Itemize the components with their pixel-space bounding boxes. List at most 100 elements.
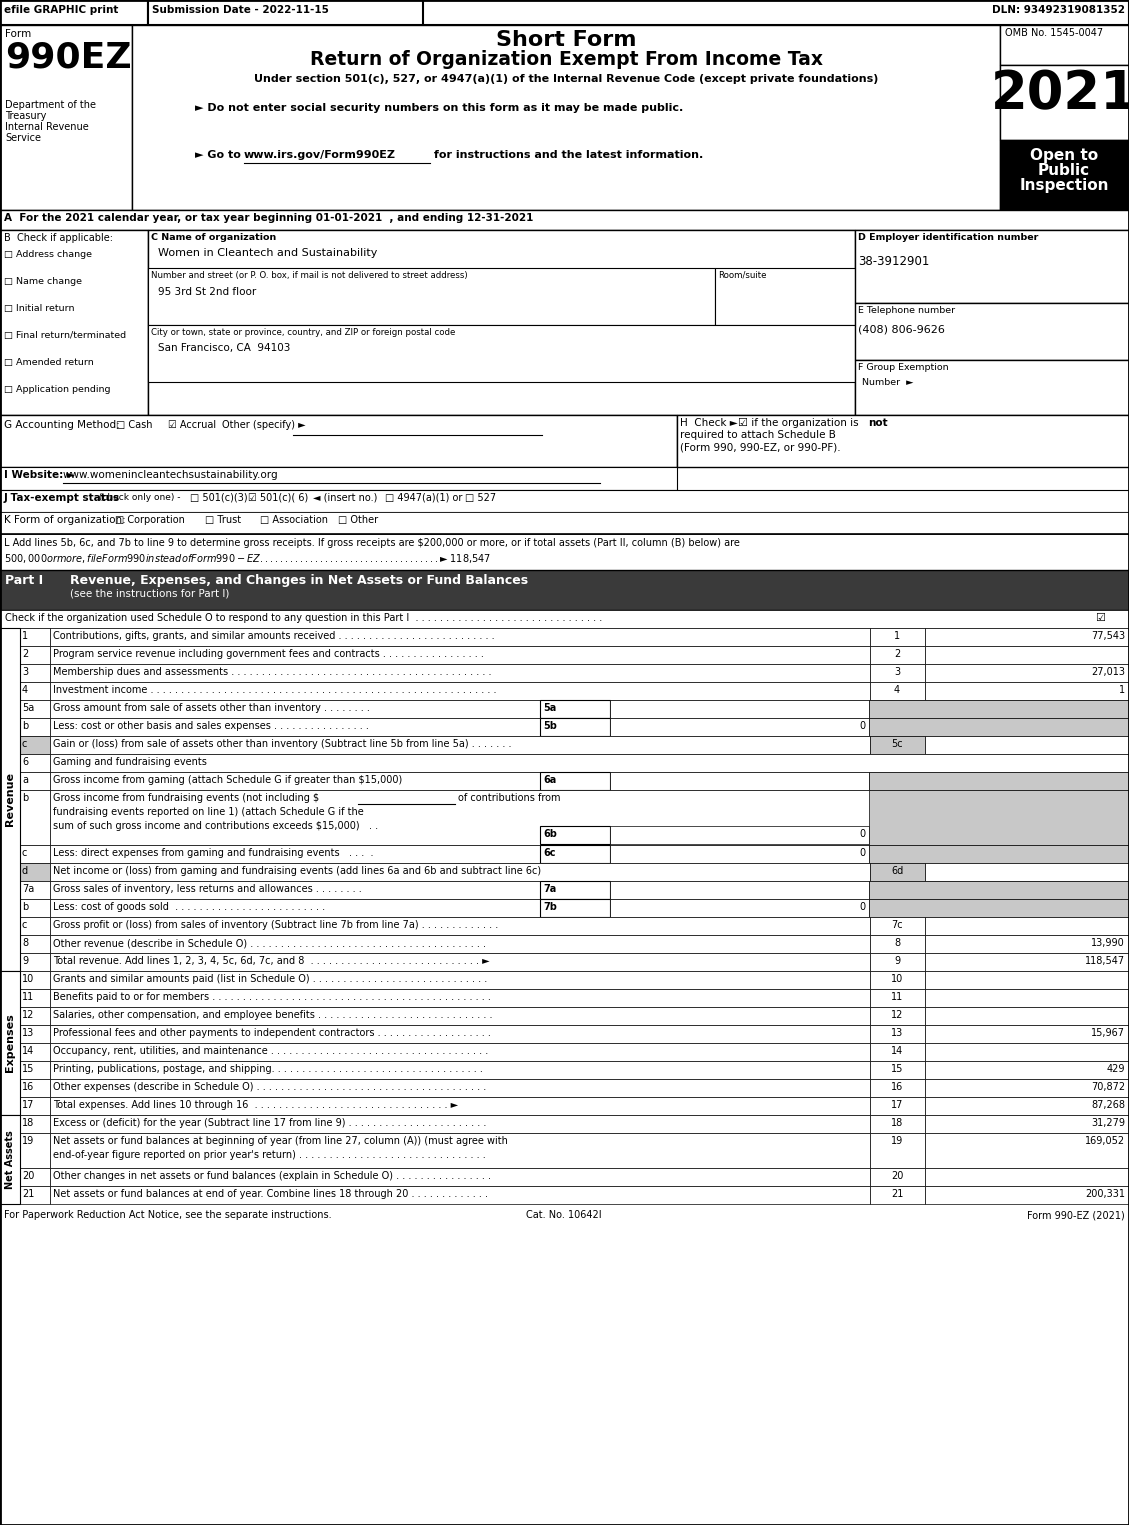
Text: Department of the: Department of the <box>5 101 96 110</box>
Text: $500,000 or more, file Form 990 instead of Form 990-EZ . . . . . . . . . . . . .: $500,000 or more, file Form 990 instead … <box>5 552 491 564</box>
Bar <box>870 863 925 881</box>
Text: if the organization is: if the organization is <box>749 418 861 429</box>
Text: ► Go to: ► Go to <box>195 149 245 160</box>
Bar <box>870 1096 925 1115</box>
Bar <box>20 917 50 935</box>
Text: Other expenses (describe in Schedule O) . . . . . . . . . . . . . . . . . . . . : Other expenses (describe in Schedule O) … <box>53 1083 487 1092</box>
Text: Less: cost of goods sold  . . . . . . . . . . . . . . . . . . . . . . . . .: Less: cost of goods sold . . . . . . . .… <box>53 901 325 912</box>
Bar <box>869 845 1129 863</box>
Text: ☑ 501(c)( 6): ☑ 501(c)( 6) <box>248 493 308 503</box>
Bar <box>50 971 870 990</box>
Bar <box>0 490 1129 512</box>
Text: 7a: 7a <box>543 884 557 894</box>
Text: Gross income from gaming (attach Schedule G if greater than $15,000): Gross income from gaming (attach Schedul… <box>53 775 402 785</box>
Bar <box>869 718 1129 737</box>
Text: 19: 19 <box>891 1136 903 1145</box>
Bar <box>50 935 870 953</box>
Text: B  Check if applicable:: B Check if applicable: <box>5 233 113 242</box>
Bar <box>50 647 870 663</box>
Bar <box>0 570 1129 610</box>
Text: Gross amount from sale of assets other than inventory . . . . . . . .: Gross amount from sale of assets other t… <box>53 703 370 714</box>
Text: 12: 12 <box>891 1010 903 1020</box>
Bar <box>148 268 715 325</box>
Text: DLN: 93492319081352: DLN: 93492319081352 <box>992 5 1124 15</box>
Bar <box>20 647 50 663</box>
Bar <box>20 753 50 772</box>
Bar <box>870 1080 925 1096</box>
Text: 17: 17 <box>21 1100 34 1110</box>
Text: Short Form: Short Form <box>496 30 637 50</box>
Text: G Accounting Method:: G Accounting Method: <box>5 419 120 430</box>
Text: 13: 13 <box>891 1028 903 1039</box>
Text: □ Name change: □ Name change <box>5 278 82 287</box>
Bar <box>1000 140 1129 210</box>
Text: Part I: Part I <box>5 573 43 587</box>
Text: Inspection: Inspection <box>1019 178 1109 194</box>
Bar <box>50 737 870 753</box>
Bar <box>855 230 1129 303</box>
Bar <box>0 512 1129 534</box>
Text: Program service revenue including government fees and contracts . . . . . . . . : Program service revenue including govern… <box>53 650 484 659</box>
Text: 2021: 2021 <box>990 69 1129 120</box>
Bar <box>925 990 1129 1006</box>
Bar <box>50 1115 870 1133</box>
Text: City or town, state or province, country, and ZIP or foreign postal code: City or town, state or province, country… <box>151 328 455 337</box>
Text: Open to: Open to <box>1030 148 1099 163</box>
Text: 18: 18 <box>891 1118 903 1128</box>
Text: E Telephone number: E Telephone number <box>858 307 955 316</box>
Bar <box>50 772 540 790</box>
Text: □ Address change: □ Address change <box>5 250 91 259</box>
Text: F Group Exemption: F Group Exemption <box>858 363 948 372</box>
Bar <box>925 1006 1129 1025</box>
Text: J Tax-exempt status: J Tax-exempt status <box>5 493 121 503</box>
Bar <box>870 935 925 953</box>
Bar <box>540 772 610 790</box>
Text: 12: 12 <box>21 1010 34 1020</box>
Bar <box>50 1186 870 1205</box>
Text: 17: 17 <box>891 1100 903 1110</box>
Text: Form 990-EZ (2021): Form 990-EZ (2021) <box>1027 1209 1124 1220</box>
Text: www.irs.gov/Form990EZ: www.irs.gov/Form990EZ <box>244 149 396 160</box>
Bar <box>869 790 1129 845</box>
Text: efile GRAPHIC print: efile GRAPHIC print <box>5 5 119 15</box>
Bar <box>20 628 50 647</box>
Bar <box>540 845 610 863</box>
Text: c: c <box>21 848 27 859</box>
Text: □ Final return/terminated: □ Final return/terminated <box>5 331 126 340</box>
Bar <box>610 900 869 917</box>
Text: Occupancy, rent, utilities, and maintenance . . . . . . . . . . . . . . . . . . : Occupancy, rent, utilities, and maintena… <box>53 1046 488 1055</box>
Text: Cat. No. 10642I: Cat. No. 10642I <box>526 1209 602 1220</box>
Text: For Paperwork Reduction Act Notice, see the separate instructions.: For Paperwork Reduction Act Notice, see … <box>5 1209 332 1220</box>
Bar <box>1000 66 1129 140</box>
Bar <box>925 1061 1129 1080</box>
Text: Gross income from fundraising events (not including $: Gross income from fundraising events (no… <box>53 793 320 804</box>
Bar <box>0 628 20 971</box>
Text: 38-3912901: 38-3912901 <box>858 255 929 268</box>
Bar <box>870 647 925 663</box>
Text: ◄ (insert no.): ◄ (insert no.) <box>313 493 377 503</box>
Bar <box>0 0 1129 24</box>
Text: Number and street (or P. O. box, if mail is not delivered to street address): Number and street (or P. O. box, if mail… <box>151 271 467 281</box>
Text: □ Trust: □ Trust <box>205 515 242 525</box>
Bar <box>925 1043 1129 1061</box>
Bar <box>132 24 1000 210</box>
Bar <box>50 1133 870 1168</box>
Text: C Name of organization: C Name of organization <box>151 233 277 242</box>
Text: K Form of organization:: K Form of organization: <box>5 515 125 525</box>
Bar <box>148 230 855 415</box>
Bar <box>50 1043 870 1061</box>
Bar <box>925 1115 1129 1133</box>
Bar <box>925 1096 1129 1115</box>
Bar <box>20 935 50 953</box>
Text: Membership dues and assessments . . . . . . . . . . . . . . . . . . . . . . . . : Membership dues and assessments . . . . … <box>53 666 491 677</box>
Text: ► Do not enter social security numbers on this form as it may be made public.: ► Do not enter social security numbers o… <box>195 104 683 113</box>
Bar <box>610 881 869 900</box>
Bar <box>20 845 50 863</box>
Bar <box>925 628 1129 647</box>
Text: □ 527: □ 527 <box>465 493 496 503</box>
Bar <box>0 24 132 210</box>
Text: □ Amended return: □ Amended return <box>5 358 94 368</box>
Bar <box>540 881 610 900</box>
Text: 6: 6 <box>21 756 28 767</box>
Bar <box>870 682 925 700</box>
